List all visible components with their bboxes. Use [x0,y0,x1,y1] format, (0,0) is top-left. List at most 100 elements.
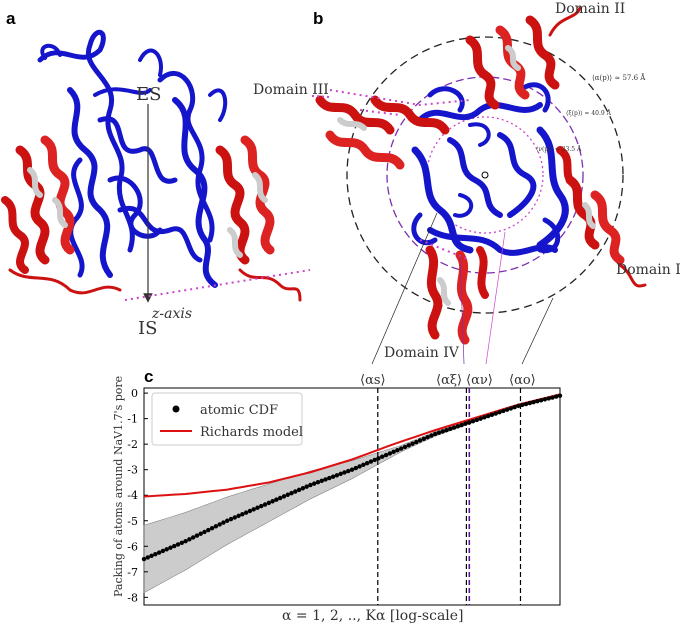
panel-a: a [1,9,311,339]
cdf-point [296,487,302,493]
cdf-point [485,413,491,419]
cdf-point [251,507,256,512]
cdf-point [323,477,328,482]
circle-xi-label: ⟨ξ(p)⟩ ≈ 40.9 Å [566,109,612,117]
connector-o [521,297,554,365]
cdf-point [414,439,419,445]
domain-outline-dotted [329,89,471,261]
cdf-point [315,480,321,485]
cdf-point [304,484,309,489]
cdf-point [187,537,192,542]
cdf-point [353,465,358,471]
cdf-point [429,433,434,438]
cdf-point [357,464,362,469]
cdf-point [156,550,162,555]
cdf-point [225,518,230,523]
y-tick-label-8: -8 [127,591,138,604]
cdf-point [440,429,445,434]
cdf-point [391,449,396,455]
cdf-point [160,548,166,554]
cdf-point [183,538,188,544]
circle-alpha [346,36,624,314]
cdf-point [338,471,343,477]
panel-c-label: c [144,367,153,386]
cdf-point [557,393,563,398]
domain-i-label: Domain I [616,262,681,278]
domain-helices [315,6,647,345]
cdf-point [209,525,215,531]
cdf-point [190,535,196,540]
cdf-point [550,395,555,400]
cdf-point [266,500,271,506]
cdf-point [395,447,400,453]
cdf-point [368,459,374,464]
cdf-point [417,438,423,443]
cdf-point [546,396,551,401]
cdf-point [319,478,324,484]
cdf-point [206,527,211,533]
y-axis-label: Packing of atoms around NaV1.7's pore [112,376,125,597]
panel-c: c 0-1-2-3-4-5-6-7-8 ⟨αs⟩ ⟨αξ⟩ ⟨αν⟩ ⟨αo⟩ … [112,367,563,624]
cdf-point [221,520,226,525]
cdf-point [145,555,150,560]
cdf-point [349,467,355,472]
y-tick-label-6: -6 [127,540,138,553]
cdf-point [501,408,506,414]
cdf-point [247,508,253,514]
cdf-point [482,415,487,420]
cdf-point [425,435,430,440]
connector-s [371,212,438,365]
legend-cdf-swatch [172,405,180,413]
cdf-point [398,446,404,451]
cdf-point [527,400,532,406]
cdf-point [523,401,529,407]
domain-ii-label: Domain II [555,1,625,17]
panel-a-label: a [6,9,16,28]
cdf-point [504,407,510,412]
protein-blue-core-top [411,82,569,256]
cdf-point [346,468,351,474]
cdf-point [259,503,264,509]
legend-richards-label: Richards model [200,425,303,440]
helices-red-left [1,135,122,295]
x-axis-label: α = 1, 2, .., Kα [log-scale] [282,608,464,624]
legend-cdf-label: atomic CDF [200,403,278,418]
y-tick-label-7: -7 [127,566,138,579]
connector-nu [485,231,506,365]
cdf-point [387,451,393,456]
y-tick-label-0: 0 [131,387,138,400]
cdf-point [364,460,370,466]
cdf-point [342,470,347,475]
helices-red-right [215,135,302,302]
cdf-point [141,556,147,562]
cdf-point [149,553,154,558]
cdf-point [285,492,290,497]
cdf-point [406,443,411,448]
cdf-point [289,490,294,496]
cdf-point [281,494,287,499]
cdf-point [376,456,381,461]
marker-label-nu: ⟨αν⟩ [466,373,493,388]
protein-blue-core [37,30,228,288]
domain-iv-label: Domain IV [384,345,460,361]
cdf-point [198,531,203,536]
cdf-point [164,547,169,552]
z-axis-label: z-axis [151,306,192,322]
y-tick-label-2: -2 [127,438,138,451]
marker-label-xi: ⟨αξ⟩ [436,373,462,388]
cdf-point [535,399,540,404]
cdf-point [175,542,181,547]
cdf-point [402,444,408,450]
pore-center [481,171,489,179]
cdf-point [293,489,298,494]
cdf-point [255,505,260,510]
cdf-point [444,427,449,433]
cdf-point [508,406,514,411]
cdf-point [232,515,237,520]
circle-nu-label: ⟨ν(p)⟩ ≈ 23.5 Å [536,145,582,153]
cdf-point [463,421,468,426]
cdf-point [474,417,479,423]
y-tick-label-5: -5 [127,515,138,528]
cdf-point [493,411,498,416]
cdf-point [448,426,453,432]
